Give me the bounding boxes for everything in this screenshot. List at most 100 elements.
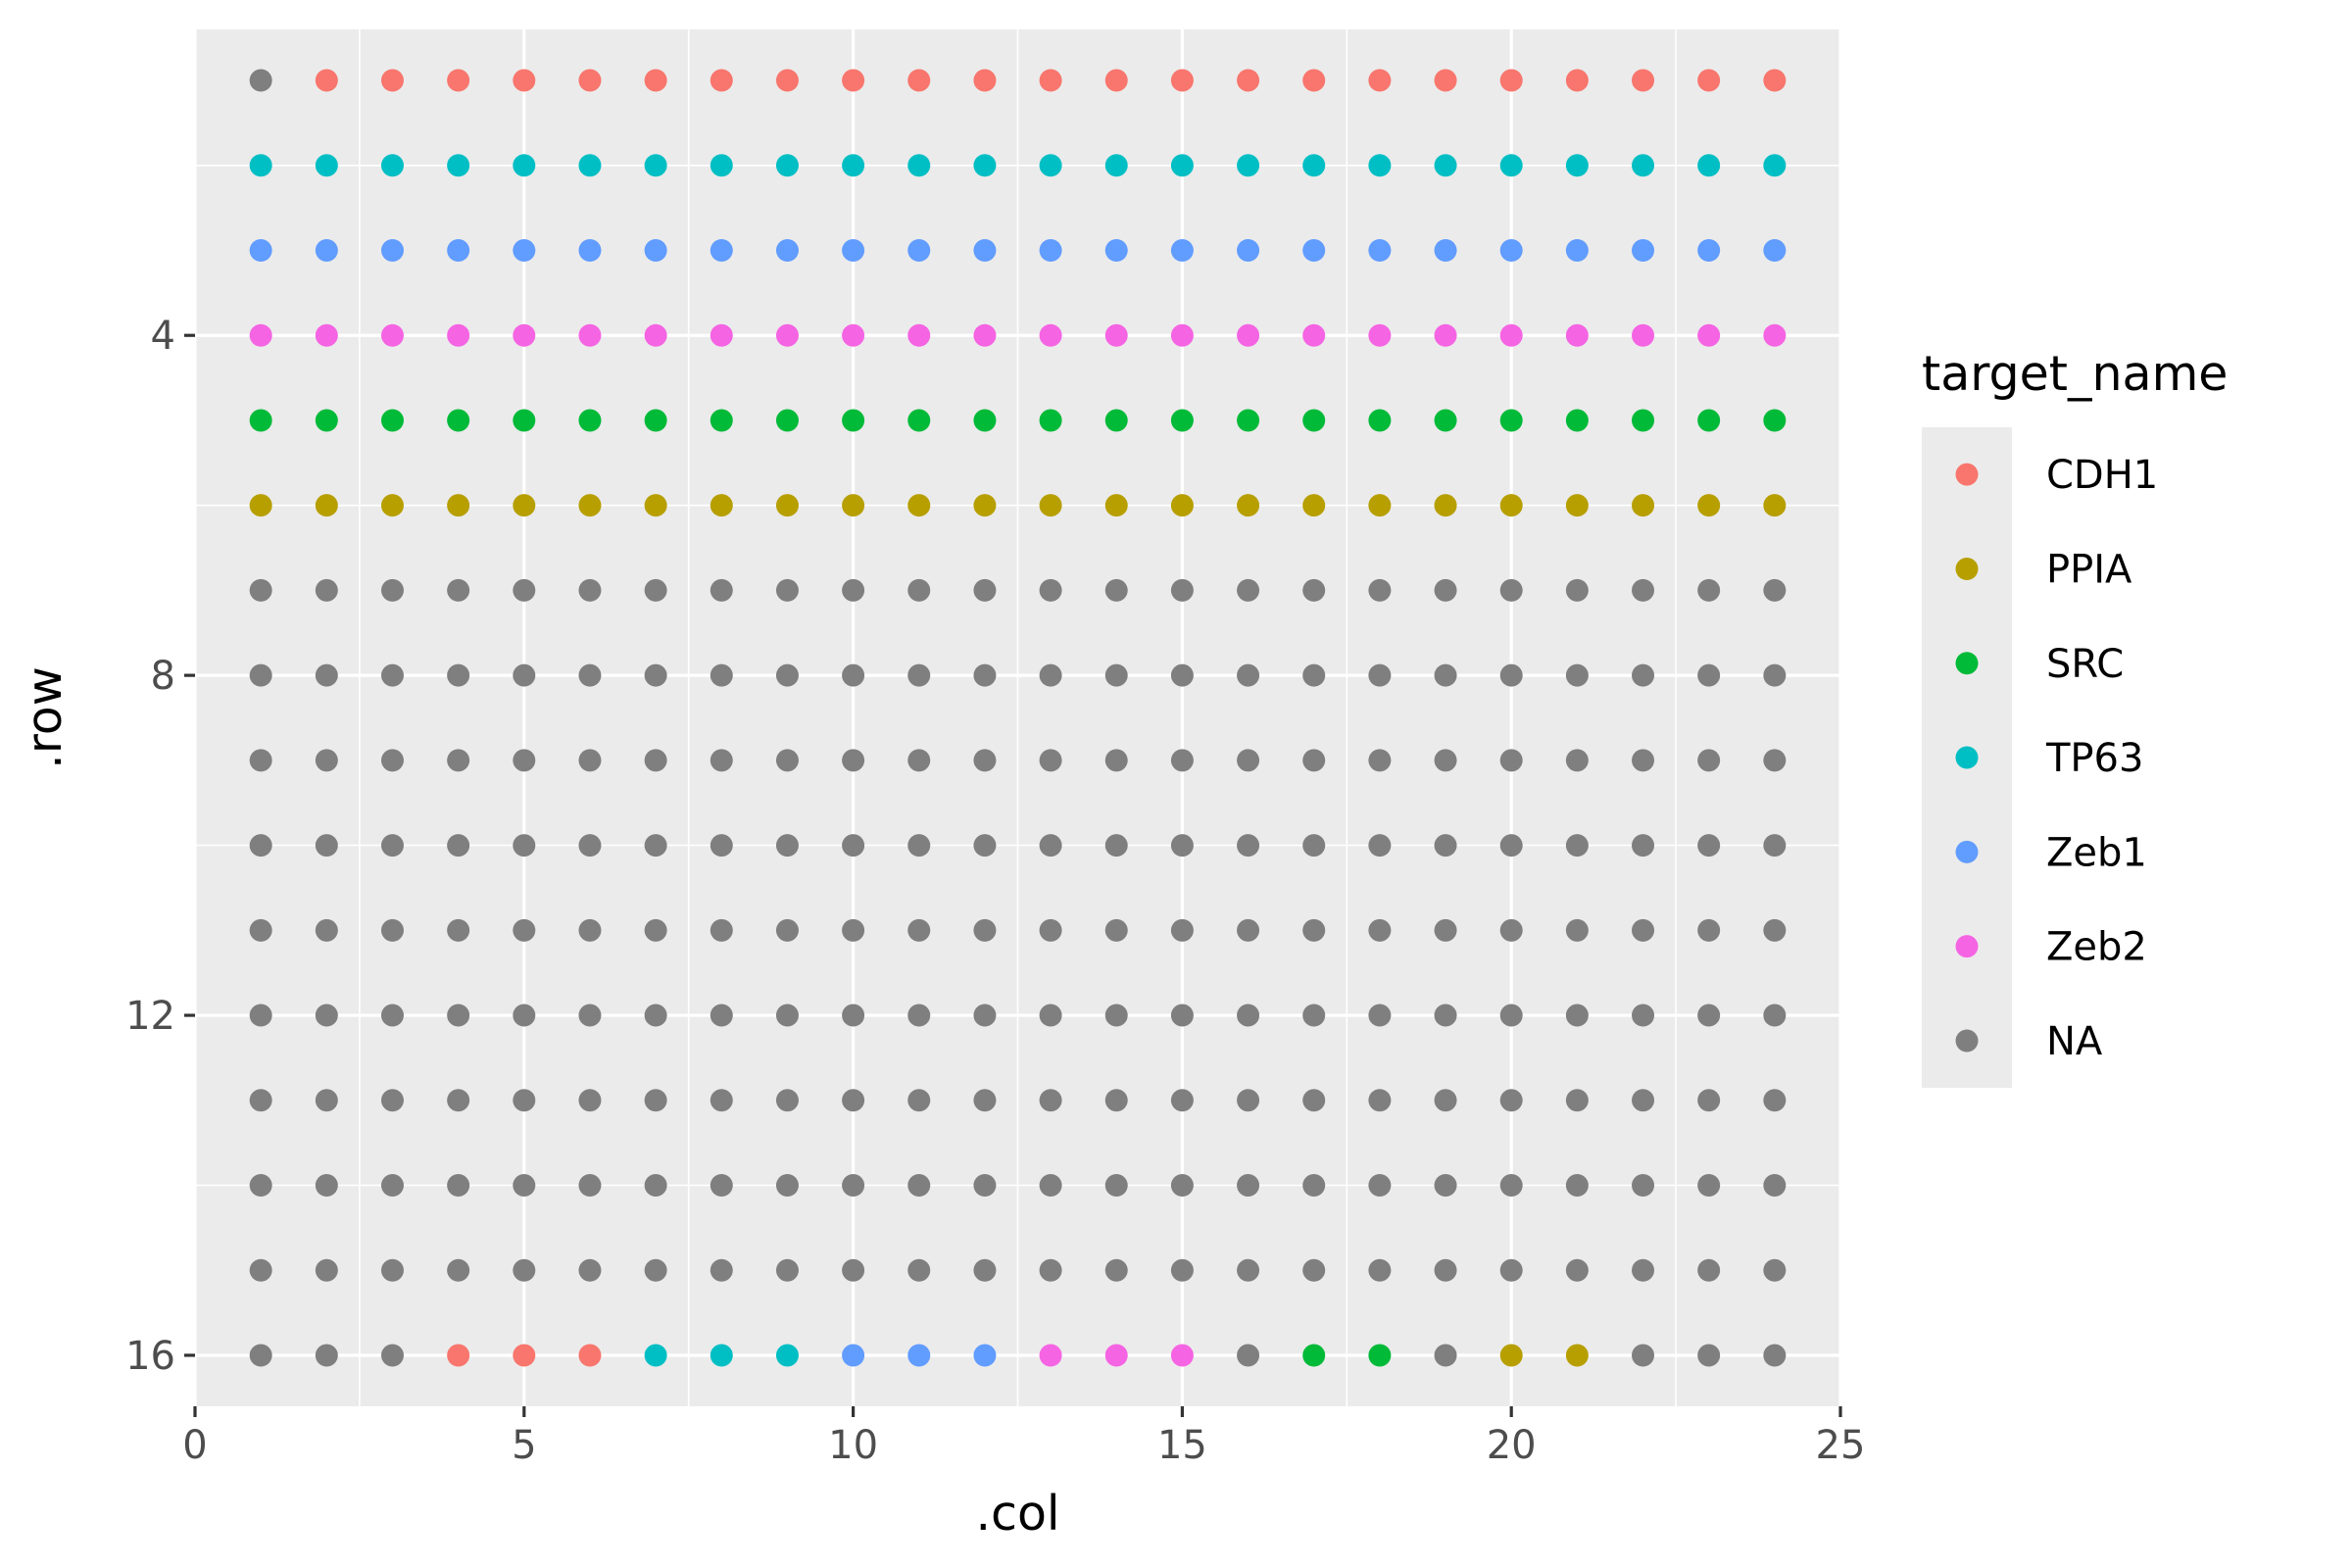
data-point <box>513 1004 536 1027</box>
data-point <box>1763 323 1787 347</box>
data-point <box>1302 1258 1326 1282</box>
data-point <box>513 409 536 432</box>
data-point <box>380 238 404 262</box>
data-point <box>1763 409 1787 432</box>
data-point <box>380 1258 404 1282</box>
data-point <box>1170 1004 1194 1027</box>
data-point <box>315 409 338 432</box>
data-point <box>973 663 997 687</box>
data-point <box>249 69 272 92</box>
data-point <box>249 409 272 432</box>
data-point <box>1368 1089 1392 1112</box>
data-point <box>513 494 536 517</box>
data-point <box>710 918 733 942</box>
data-point <box>380 749 404 772</box>
x-tick-label: 0 <box>182 1423 207 1468</box>
data-point <box>1302 749 1326 772</box>
data-point <box>973 154 997 177</box>
data-point <box>1039 834 1062 858</box>
data-point <box>447 1004 470 1027</box>
data-point <box>1763 918 1787 942</box>
data-point <box>1368 1258 1392 1282</box>
data-point <box>1104 494 1128 517</box>
legend-title: target_name <box>1922 346 2228 402</box>
data-point <box>1565 1004 1589 1027</box>
data-point <box>1565 663 1589 687</box>
data-point <box>447 1258 470 1282</box>
data-point <box>907 749 931 772</box>
data-point <box>1170 154 1194 177</box>
data-point <box>1697 154 1721 177</box>
data-point <box>1170 918 1194 942</box>
data-point <box>1697 409 1721 432</box>
data-point <box>644 1004 667 1027</box>
data-point <box>1039 494 1062 517</box>
data-point <box>907 918 931 942</box>
data-point <box>1499 238 1523 262</box>
x-tick-label: 15 <box>1157 1423 1207 1468</box>
data-point <box>1697 1089 1721 1112</box>
data-point <box>1368 409 1392 432</box>
legend-key <box>1955 935 1979 958</box>
data-point <box>1763 1004 1787 1027</box>
data-point <box>907 834 931 858</box>
data-point <box>1170 69 1194 92</box>
data-point <box>1237 69 1260 92</box>
data-point <box>775 749 799 772</box>
data-point <box>1368 238 1392 262</box>
data-point <box>1237 1174 1260 1198</box>
data-point <box>1565 154 1589 177</box>
y-axis: 4 8 12 16 <box>125 314 195 1379</box>
data-point <box>315 323 338 347</box>
data-point <box>380 69 404 92</box>
data-point <box>513 918 536 942</box>
x-tick-label: 5 <box>512 1423 536 1468</box>
data-point <box>1499 1174 1523 1198</box>
data-point <box>1565 1089 1589 1112</box>
data-point <box>1499 494 1523 517</box>
data-point <box>380 154 404 177</box>
data-point <box>1632 578 1655 602</box>
data-point <box>710 1344 733 1367</box>
data-point <box>644 1344 667 1367</box>
data-point <box>644 918 667 942</box>
data-point <box>775 918 799 942</box>
data-point <box>1632 323 1655 347</box>
data-point <box>1434 409 1457 432</box>
data-point <box>1104 154 1128 177</box>
x-axis: 0 5 10 15 20 25 <box>182 1406 1865 1468</box>
data-point <box>447 409 470 432</box>
data-point <box>1499 154 1523 177</box>
data-point <box>447 749 470 772</box>
data-points <box>249 69 1787 1367</box>
data-point <box>249 749 272 772</box>
data-point <box>1632 494 1655 517</box>
data-point <box>842 1174 865 1198</box>
data-point <box>1434 494 1457 517</box>
data-point <box>710 578 733 602</box>
data-point <box>1170 578 1194 602</box>
data-point <box>775 238 799 262</box>
data-point <box>644 1174 667 1198</box>
data-point <box>1499 1258 1523 1282</box>
data-point <box>1368 494 1392 517</box>
legend-key <box>1955 463 1979 486</box>
data-point <box>842 1089 865 1112</box>
data-point <box>907 238 931 262</box>
data-point <box>1763 494 1787 517</box>
data-point <box>1039 663 1062 687</box>
legend-key <box>1955 652 1979 675</box>
data-point <box>1499 69 1523 92</box>
data-point <box>842 154 865 177</box>
x-tick-label: 20 <box>1487 1423 1537 1468</box>
data-point <box>710 323 733 347</box>
data-point <box>1434 578 1457 602</box>
data-point <box>907 154 931 177</box>
data-point <box>1697 323 1721 347</box>
data-point <box>1499 834 1523 858</box>
legend: target_name CDH1 PPIA SRC TP63 Zeb1 Zeb2 NA <box>1922 346 2228 1089</box>
data-point <box>1632 663 1655 687</box>
data-point <box>249 918 272 942</box>
data-point <box>315 154 338 177</box>
data-point <box>1170 663 1194 687</box>
